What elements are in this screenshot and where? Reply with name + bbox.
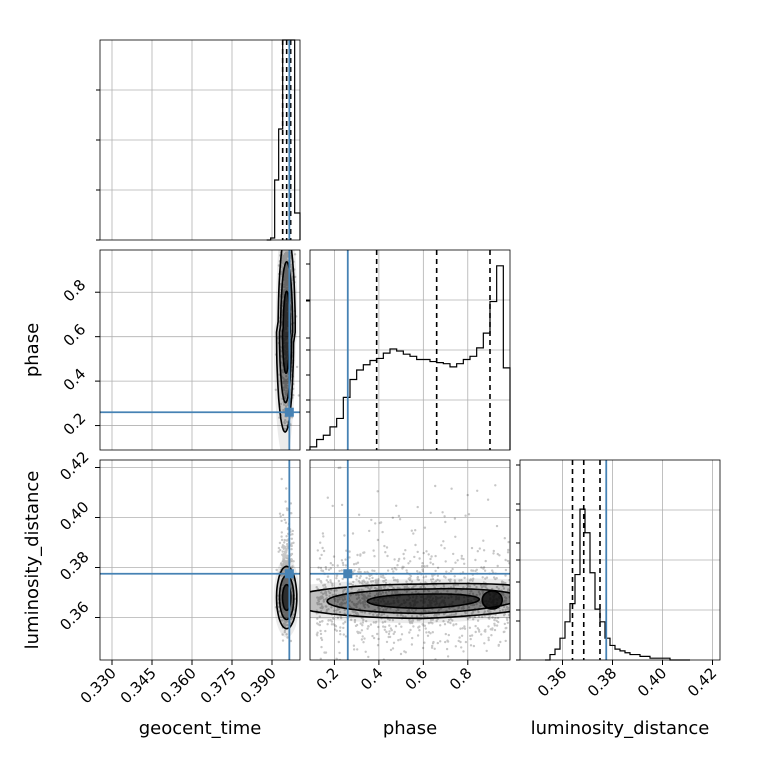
scatter-geocent_time-vs-luminosity_distance-truth-marker xyxy=(284,569,294,579)
xtick-label-luminosity_distance-0: 0.36 xyxy=(534,664,570,700)
ytick-label-luminosity_distance-0: 0.36 xyxy=(56,598,92,634)
xtick-label-phase-0: 0.2 xyxy=(313,664,343,694)
xlabel-luminosity_distance: luminosity_distance xyxy=(531,718,710,739)
ytick-label-phase-1: 0.4 xyxy=(60,365,90,395)
scatter-geocent_time-vs-phase-truth-marker xyxy=(284,407,294,417)
scatter-phase-vs-luminosity_distance-panel xyxy=(309,459,511,661)
hist-geocent_time-panel xyxy=(96,39,301,241)
ytick-label-phase-0: 0.2 xyxy=(60,409,90,439)
ytick-label-luminosity_distance-1: 0.38 xyxy=(56,548,92,584)
scatter-geocent_time-vs-phase-panel-background xyxy=(100,250,300,450)
xlabel-geocent_time: geocent_time xyxy=(139,718,262,739)
scatter-phase-vs-luminosity_distance-density-peak xyxy=(481,590,504,610)
ylabel-luminosity_distance: luminosity_distance xyxy=(22,471,43,650)
hist-luminosity_distance-panel-frame xyxy=(519,459,721,661)
xtick-label-geocent_time-1: 0.345 xyxy=(117,664,160,707)
ytick-label-phase-2: 0.6 xyxy=(60,320,90,350)
hist-geocent_time-panel-frame xyxy=(99,39,301,241)
scatter-geocent_time-vs-luminosity_distance-panel-frame xyxy=(99,459,301,661)
scatter-geocent_time-vs-phase-contour-3 xyxy=(281,290,292,375)
hist-luminosity_distance-steps xyxy=(545,508,690,661)
scatter-phase-vs-luminosity_distance-panel-frame xyxy=(309,459,511,661)
hist-phase-panel xyxy=(306,249,511,451)
scatter-geocent_time-vs-phase-panel xyxy=(99,249,301,451)
hist-luminosity_distance-panel xyxy=(516,459,721,661)
scatter-geocent_time-vs-luminosity_distance-panel-background xyxy=(100,460,300,660)
xtick-label-phase-3: 0.8 xyxy=(446,664,476,694)
scatter-phase-vs-luminosity_distance-panel-background xyxy=(310,460,510,660)
scatter-geocent_time-vs-luminosity_distance-plot-area xyxy=(100,460,300,660)
scatter-phase-vs-luminosity_distance-plot-area xyxy=(310,460,510,660)
hist-phase-panel-frame xyxy=(309,249,511,451)
xtick-label-geocent_time-4: 0.390 xyxy=(237,664,280,707)
xtick-label-phase-1: 0.4 xyxy=(357,664,387,694)
ytick-label-luminosity_distance-3: 0.42 xyxy=(56,448,92,484)
scatter-geocent_time-vs-luminosity_distance-panel xyxy=(99,459,301,661)
xtick-label-geocent_time-3: 0.375 xyxy=(197,664,240,707)
scatter-phase-vs-luminosity_distance-contour-3 xyxy=(366,593,481,610)
xtick-label-luminosity_distance-2: 0.40 xyxy=(634,664,670,700)
hist-phase-steps xyxy=(309,265,511,450)
xlabel-phase: phase xyxy=(383,718,437,739)
xtick-label-geocent_time-2: 0.360 xyxy=(157,664,200,707)
hist-geocent_time-steps xyxy=(266,39,301,241)
xtick-label-geocent_time-0: 0.330 xyxy=(77,664,120,707)
ylabel-phase: phase xyxy=(22,323,43,377)
scatter-geocent_time-vs-phase-panel-frame xyxy=(99,249,301,451)
ytick-label-phase-3: 0.8 xyxy=(60,276,90,306)
xtick-label-luminosity_distance-3: 0.42 xyxy=(684,664,720,700)
xtick-label-phase-2: 0.6 xyxy=(402,664,432,694)
xtick-label-luminosity_distance-1: 0.38 xyxy=(584,664,620,700)
scatter-phase-vs-luminosity_distance-truth-marker xyxy=(343,569,353,579)
ytick-label-luminosity_distance-2: 0.40 xyxy=(56,498,92,534)
scatter-geocent_time-vs-phase-plot-area xyxy=(100,250,300,450)
